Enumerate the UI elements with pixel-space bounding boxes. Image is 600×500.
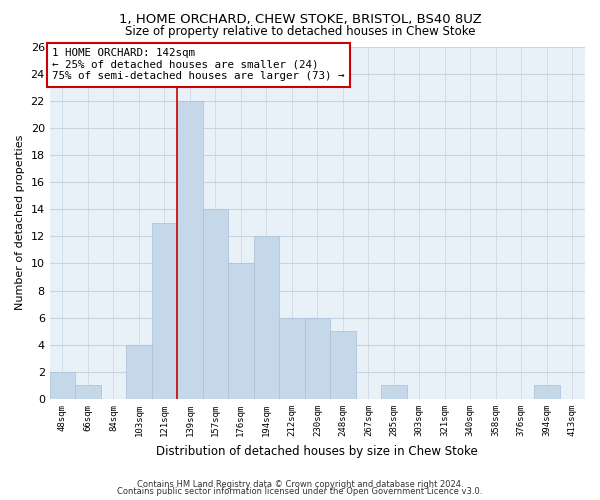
Bar <box>279 318 305 399</box>
Bar <box>75 386 101 399</box>
Text: Contains HM Land Registry data © Crown copyright and database right 2024.: Contains HM Land Registry data © Crown c… <box>137 480 463 489</box>
Bar <box>126 345 152 399</box>
Bar <box>534 386 560 399</box>
Bar <box>381 386 407 399</box>
Bar <box>305 318 330 399</box>
Text: Size of property relative to detached houses in Chew Stoke: Size of property relative to detached ho… <box>125 25 475 38</box>
Bar <box>330 332 356 399</box>
Y-axis label: Number of detached properties: Number of detached properties <box>15 135 25 310</box>
Bar <box>203 209 228 399</box>
Bar <box>152 223 177 399</box>
X-axis label: Distribution of detached houses by size in Chew Stoke: Distribution of detached houses by size … <box>157 444 478 458</box>
Text: 1, HOME ORCHARD, CHEW STOKE, BRISTOL, BS40 8UZ: 1, HOME ORCHARD, CHEW STOKE, BRISTOL, BS… <box>119 12 481 26</box>
Bar <box>177 100 203 399</box>
Text: 1 HOME ORCHARD: 142sqm
← 25% of detached houses are smaller (24)
75% of semi-det: 1 HOME ORCHARD: 142sqm ← 25% of detached… <box>52 48 345 82</box>
Bar <box>50 372 75 399</box>
Text: Contains public sector information licensed under the Open Government Licence v3: Contains public sector information licen… <box>118 487 482 496</box>
Bar <box>254 236 279 399</box>
Bar <box>228 264 254 399</box>
